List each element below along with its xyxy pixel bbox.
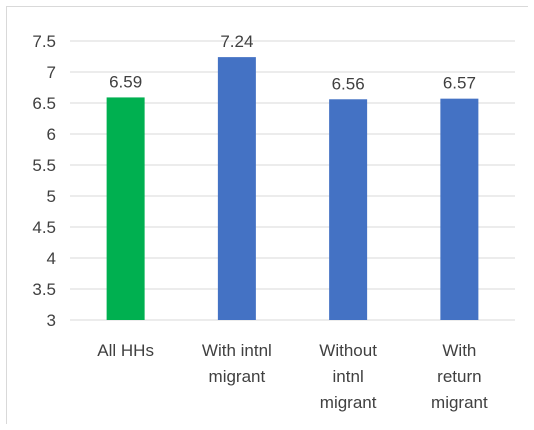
- y-tick-label: 5.5: [32, 156, 56, 175]
- x-category-label: migrant: [320, 393, 377, 412]
- bar: [329, 99, 367, 320]
- x-category-label: Without: [319, 341, 377, 360]
- data-label: 7.24: [220, 32, 253, 51]
- data-label: 6.56: [332, 74, 365, 93]
- bar: [440, 99, 478, 320]
- y-tick-label: 4.5: [32, 218, 56, 237]
- y-tick-label: 6.5: [32, 94, 56, 113]
- x-category-label: With intnl: [202, 341, 272, 360]
- y-tick-label: 7: [47, 63, 56, 82]
- x-category-label: migrant: [209, 367, 266, 386]
- y-tick-label: 4: [47, 249, 56, 268]
- x-category-label: return: [437, 367, 481, 386]
- y-tick-label: 3.5: [32, 280, 56, 299]
- y-tick-label: 3: [47, 311, 56, 330]
- x-category-label: migrant: [431, 393, 488, 412]
- y-tick-label: 7.5: [32, 32, 56, 51]
- bar: [218, 57, 256, 320]
- bar: [107, 97, 145, 320]
- data-label: 6.57: [443, 74, 476, 93]
- x-category-label: intnl: [333, 367, 364, 386]
- data-label: 6.59: [109, 72, 142, 91]
- x-category-label: With: [442, 341, 476, 360]
- y-tick-label: 6: [47, 125, 56, 144]
- x-category-label: All HHs: [97, 341, 154, 360]
- y-tick-label: 5: [47, 187, 56, 206]
